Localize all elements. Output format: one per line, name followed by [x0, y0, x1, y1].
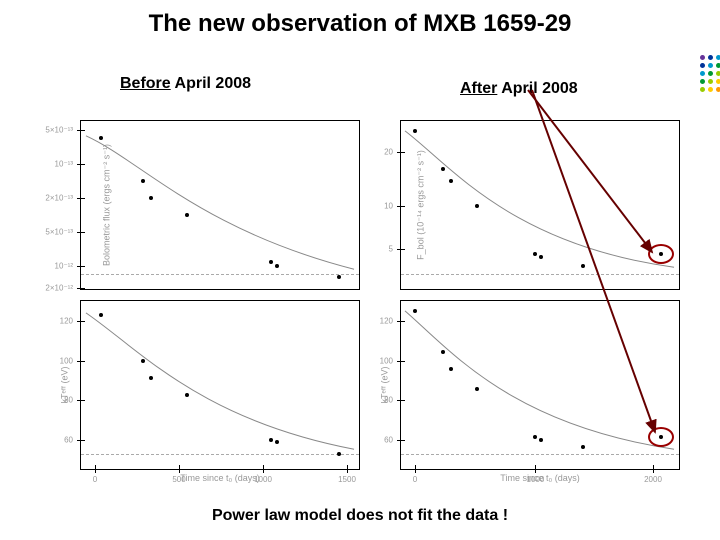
x-tick-label: 1000: [526, 475, 544, 484]
y-tick-label: 60: [384, 436, 393, 445]
x-tick-label: 1000: [254, 475, 272, 484]
data-point: [149, 376, 153, 380]
data-point: [449, 179, 453, 183]
data-point: [337, 275, 341, 279]
y-tick-label: 100: [380, 356, 393, 365]
dashed-reference-line: [81, 274, 359, 275]
y-tick-label: 10: [384, 202, 393, 211]
data-point: [413, 309, 417, 313]
left-top-panel: Bolometric flux (ergs cm⁻² s⁻¹)5×10⁻¹³10…: [80, 120, 360, 290]
data-point: [185, 393, 189, 397]
left-bottom-panel: kTᵉᶠᶠ (eV)Time since t₀ (days)6080100120…: [80, 300, 360, 470]
data-point: [475, 387, 479, 391]
data-point: [581, 445, 585, 449]
subtitle-before: Before April 2008: [120, 75, 251, 93]
data-point: [141, 179, 145, 183]
y-tick-label: 80: [64, 395, 73, 404]
dashed-reference-line: [401, 454, 679, 455]
data-point: [441, 350, 445, 354]
data-point: [475, 204, 479, 208]
y-tick-label: 2×10⁻¹²: [45, 283, 73, 292]
data-point: [533, 252, 537, 256]
data-point: [581, 264, 585, 268]
x-tick-label: 1500: [338, 475, 356, 484]
data-point: [269, 438, 273, 442]
data-point: [337, 452, 341, 456]
x-tick-label: 0: [93, 475, 97, 484]
x-axis-label: Time since t₀ (days): [180, 473, 259, 483]
data-point: [659, 252, 663, 256]
data-point: [269, 260, 273, 264]
conclusion-text: Power law model does not fit the data !: [0, 507, 720, 525]
data-point: [149, 196, 153, 200]
y-axis-label: F_bol (10⁻¹⁴ ergs cm⁻² s⁻¹): [415, 150, 426, 260]
y-tick-label: 5×10⁻¹³: [45, 227, 73, 236]
data-point: [539, 438, 543, 442]
slide-title: The new observation of MXB 1659-29: [0, 10, 720, 38]
y-tick-label: 100: [60, 356, 73, 365]
fit-curve: [86, 313, 354, 449]
fit-curve: [86, 136, 354, 269]
y-tick-label: 20: [384, 147, 393, 156]
right-top-panel: F_bol (10⁻¹⁴ ergs cm⁻² s⁻¹)51020: [400, 120, 680, 290]
x-tick-label: 2000: [644, 475, 662, 484]
data-point: [659, 435, 663, 439]
y-tick-label: 10⁻¹²: [55, 261, 73, 270]
y-tick-label: 2×10⁻¹³: [45, 193, 73, 202]
x-tick-label: 500: [172, 475, 185, 484]
y-tick-label: 120: [380, 317, 393, 326]
dashed-reference-line: [81, 454, 359, 455]
y-axis-label: Bolometric flux (ergs cm⁻² s⁻¹): [102, 144, 113, 266]
data-point: [539, 255, 543, 259]
data-point: [275, 440, 279, 444]
y-tick-label: 80: [384, 395, 393, 404]
right-bottom-panel: kTᵉᶠᶠ (eV)Time since t₀ (days)6080100120…: [400, 300, 680, 470]
y-tick-label: 60: [64, 436, 73, 445]
y-tick-label: 5×10⁻¹³: [45, 125, 73, 134]
subtitle-after: After April 2008: [460, 80, 578, 98]
data-point: [533, 435, 537, 439]
data-point: [99, 313, 103, 317]
data-point: [449, 367, 453, 371]
dashed-reference-line: [401, 274, 679, 275]
y-tick-label: 5: [389, 244, 393, 253]
x-tick-label: 0: [413, 475, 417, 484]
fit-curve: [405, 131, 674, 267]
fit-curve: [405, 311, 674, 449]
data-point: [185, 213, 189, 217]
data-point: [141, 359, 145, 363]
data-point: [99, 136, 103, 140]
data-point: [441, 167, 445, 171]
data-point: [413, 129, 417, 133]
data-point: [275, 264, 279, 268]
y-tick-label: 10⁻¹³: [55, 159, 73, 168]
y-tick-label: 120: [60, 317, 73, 326]
